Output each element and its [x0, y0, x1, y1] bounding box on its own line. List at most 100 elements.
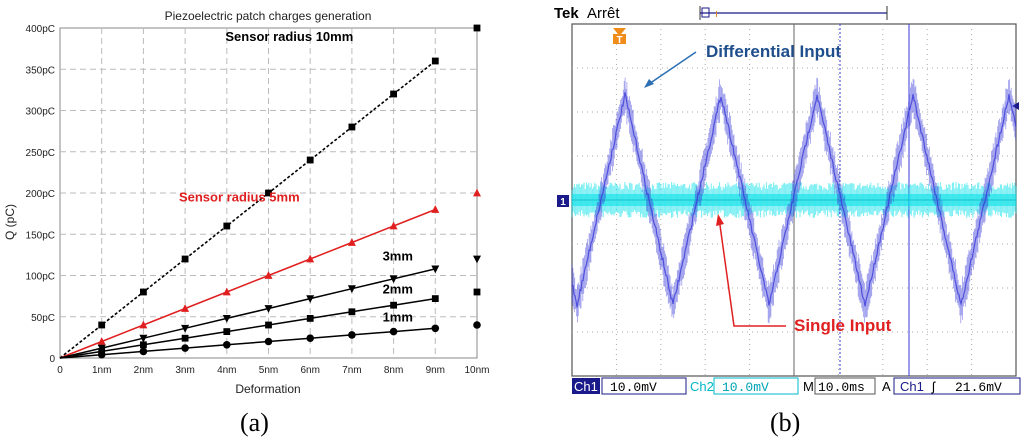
x-tick-label: 0: [57, 365, 63, 376]
data-point: [348, 331, 356, 339]
data-point: [431, 324, 440, 333]
data-point: [181, 344, 189, 352]
series-label: 2mm: [383, 282, 413, 297]
data-point: [348, 123, 356, 131]
data-point: [181, 304, 190, 312]
ch1-value: 10.0mV: [610, 380, 657, 395]
trig-source: Ch1: [900, 379, 924, 394]
y-tick-label: 200pC: [26, 189, 55, 200]
panel-label-b: (b): [770, 408, 801, 437]
data-point: [431, 295, 439, 302]
data-point: [390, 301, 397, 309]
x-axis-label: Deformation: [235, 382, 300, 396]
svg-text:ı: ı: [715, 8, 718, 20]
data-point: [265, 189, 272, 197]
data-point: [140, 288, 147, 296]
x-tick-label: 3nm: [175, 365, 194, 376]
ch2-value: 10.0mV: [722, 380, 769, 395]
x-tick-label: 5nm: [259, 365, 278, 376]
y-tick-label: 150pC: [26, 230, 55, 241]
panel-label-a: (a): [240, 408, 269, 437]
data-point: [264, 271, 273, 279]
trigger-marker: T: [613, 28, 626, 46]
y-tick-label: 0: [49, 354, 55, 365]
x-tick-label: 10nm: [464, 365, 489, 376]
series-line: [59, 208, 436, 359]
data-point: [265, 321, 272, 329]
data-point: [223, 222, 231, 230]
data-point: [181, 334, 189, 342]
differential-label: Differential Input: [706, 42, 841, 61]
data-point: [264, 305, 273, 313]
series-line: [59, 327, 436, 359]
data-point: [223, 328, 231, 335]
data-point: [223, 341, 231, 349]
data-point: [431, 57, 439, 65]
data-point: [473, 24, 481, 32]
data-point: [306, 254, 315, 263]
data-point: [473, 321, 481, 329]
data-point: [473, 255, 481, 264]
data-point: [98, 321, 106, 329]
data-point: [473, 288, 481, 296]
x-tick-label: 9nm: [426, 365, 445, 376]
single-annotation: Single Input: [716, 214, 892, 335]
single-label: Single Input: [794, 316, 892, 335]
ch1-level-arrow: [1012, 102, 1019, 110]
series-label: Sensor radius 5mm: [179, 189, 300, 204]
series-0: Sensor radius 10mm: [59, 24, 481, 359]
channel1-marker-label: 1: [560, 197, 566, 208]
differential-input-core: [571, 92, 1017, 308]
data-point: [222, 287, 231, 296]
series-label: 1mm: [383, 310, 413, 325]
data-point: [431, 265, 440, 274]
x-tick-label: 2nm: [134, 365, 153, 376]
data-point: [389, 327, 398, 336]
x-tick-label: 7nm: [342, 365, 361, 376]
y-tick-label: 100pC: [26, 272, 55, 283]
trig-level: 21.6mV: [955, 380, 1002, 395]
chart-axes: 0 1nm 2nm 3nm 4nm 5nm 6nm 7nm 8nm 9nm 10nm 0 50pC 100…: [26, 24, 490, 376]
x-tick-label: 8nm: [384, 365, 403, 376]
y-axis-label: Q (pC): [3, 204, 17, 240]
series-line: [59, 297, 436, 359]
record-position-bar: ı: [699, 6, 888, 20]
scope-status: Arrêt: [587, 5, 620, 22]
data-point: [348, 308, 356, 316]
series-4: 1mm: [59, 310, 481, 359]
series-label: Sensor radius 10mm: [225, 29, 353, 44]
y-tick-label: 250pC: [26, 148, 55, 159]
data-point: [473, 188, 481, 197]
data-point: [431, 205, 440, 213]
trigger-marker-letter: T: [616, 35, 622, 46]
chart-grid: [59, 27, 478, 359]
charge-chart: Piezoelectric patch charges generation 0…: [3, 9, 490, 396]
x-tick-label: 6nm: [300, 365, 319, 376]
series-1: Sensor radius 5mm: [59, 188, 481, 359]
channel1-marker: 1: [557, 195, 569, 208]
data-point: [222, 315, 231, 323]
scope-status-bar: Ch1 10.0mV Ch2 10.0mV M 10.0ms A Ch1 ʃ 2…: [572, 377, 1021, 395]
oscilloscope-screen: Tek Arrêt ı T 1 Differential Input Singl…: [554, 5, 1021, 395]
data-point: [389, 221, 398, 230]
data-point: [306, 334, 315, 343]
data-point: [140, 341, 147, 349]
data-point: [139, 320, 148, 329]
data-point: [181, 255, 189, 263]
y-tick-label: 50pC: [31, 313, 55, 324]
data-point: [97, 337, 106, 345]
data-point: [97, 350, 106, 359]
series-label: 3mm: [383, 249, 413, 264]
ch1-label: Ch1: [574, 379, 598, 394]
data-point: [306, 295, 315, 303]
data-point: [306, 156, 314, 164]
m-label: M: [803, 379, 814, 394]
x-tick-label: 1nm: [92, 365, 111, 376]
data-point: [306, 315, 314, 322]
data-point: [139, 334, 148, 343]
y-tick-label: 400pC: [26, 24, 55, 35]
scope-brand: Tek: [554, 5, 579, 22]
differential-annotation: Differential Input: [644, 42, 841, 88]
data-point: [347, 285, 356, 294]
data-point: [264, 337, 273, 346]
